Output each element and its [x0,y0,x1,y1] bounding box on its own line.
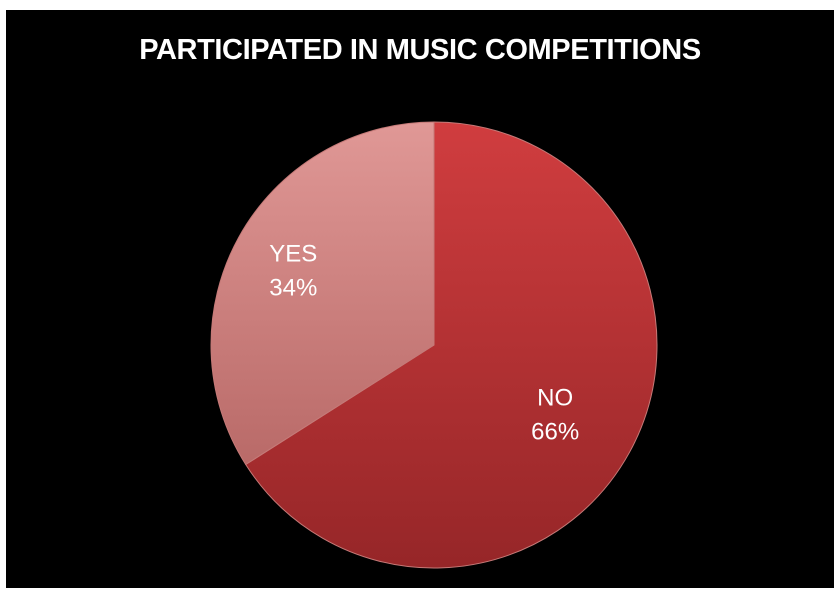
slice-percent-yes: 34% [269,275,317,302]
chart-title: PARTICIPATED IN MUSIC COMPETITIONS [139,34,701,66]
pie-slice-no [245,121,658,569]
chart-slide: PARTICIPATED IN MUSIC COMPETITIONS NO 66%… [6,10,834,588]
slice-label-no: NO [537,385,573,412]
pie-slice-yes [210,121,435,466]
slice-label-yes: YES [269,241,317,268]
pie-chart: NO 66% YES 34% [210,121,658,569]
slice-percent-no: 66% [531,419,579,446]
